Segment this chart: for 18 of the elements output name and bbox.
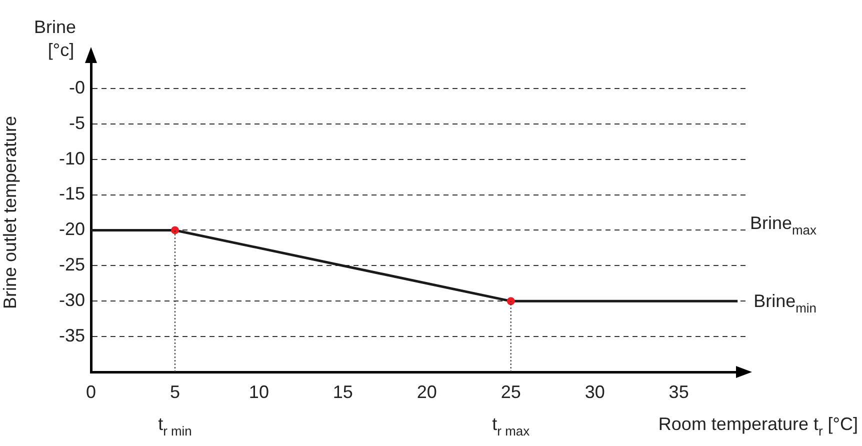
y-tick-label: -15: [58, 184, 85, 204]
y-tick-label: -10: [58, 148, 85, 168]
x-tick-label: 35: [668, 382, 689, 402]
y-tick-label: -0: [68, 77, 85, 98]
y-tick-label: -35: [58, 326, 85, 346]
x-tick-label: 10: [248, 382, 269, 402]
x-tick-label: 0: [86, 382, 96, 402]
x-tick-label: 20: [416, 382, 437, 402]
x-tick-label: 30: [584, 382, 605, 402]
x-tick-label: 15: [332, 382, 353, 402]
y-tick-label: -30: [58, 290, 85, 310]
y-tick-label: -5: [68, 112, 85, 133]
x-tick-label: 25: [500, 382, 521, 402]
text: Brine [°c]: [34, 17, 76, 60]
y-axis-title: Brine outlet temperature: [0, 116, 20, 310]
y-tick-label: -20: [58, 219, 85, 240]
y-tick-label: -25: [58, 254, 85, 275]
x-tick-label: 5: [170, 382, 180, 402]
